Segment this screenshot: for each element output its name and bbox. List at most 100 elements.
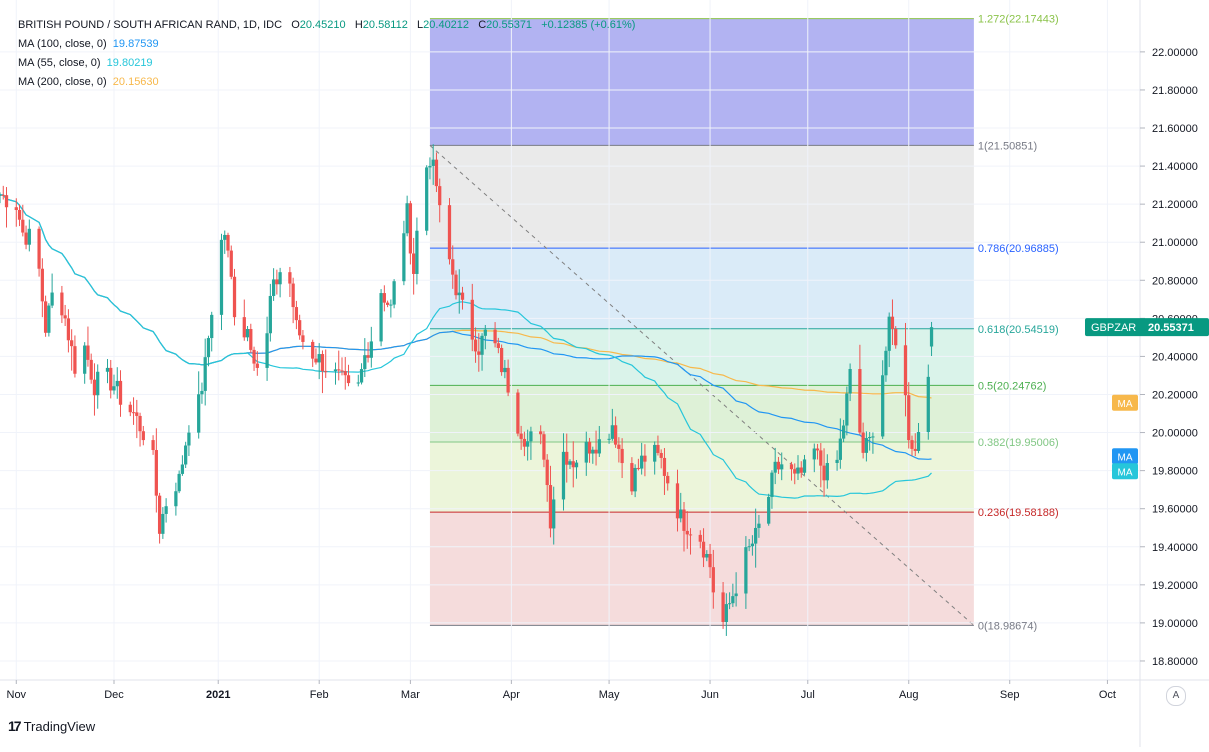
x-tick-label: Jul: [801, 689, 815, 701]
candle-body: [92, 379, 97, 396]
candle-body: [138, 415, 142, 432]
candle-body: [907, 395, 911, 441]
candle-body: [197, 394, 201, 433]
fib-zone: [429, 18, 974, 146]
candle-body: [105, 367, 110, 372]
candle-body: [96, 371, 100, 396]
indicator-row-ma200[interactable]: MA (200, close, 0) 20.15630: [18, 73, 635, 92]
candle-body: [701, 541, 706, 558]
candle-body: [333, 369, 338, 372]
candle-body: [275, 279, 279, 285]
tradingview-wordmark: TradingView: [23, 718, 96, 734]
indicator-label: MA (100, close, 0): [18, 38, 107, 50]
candle-body: [685, 530, 689, 535]
candle-body: [40, 268, 44, 302]
candle-body: [291, 283, 295, 308]
ma-tag-bg: [1112, 394, 1138, 411]
candle-body: [425, 167, 429, 231]
candle-body: [428, 165, 432, 168]
candle-body: [838, 438, 842, 460]
candle-body: [470, 299, 474, 340]
candle-body: [438, 186, 442, 206]
candle-body: [506, 367, 510, 393]
candle-body: [913, 448, 917, 451]
x-tick-label: Jun: [701, 689, 719, 701]
y-tick-label: 19.00000: [1152, 618, 1198, 630]
candle-body: [516, 392, 520, 434]
candle-body: [796, 467, 800, 474]
candle-body: [206, 338, 211, 358]
candle-body: [864, 438, 869, 453]
candle-body: [754, 527, 758, 544]
indicator-row-ma55[interactable]: MA (55, close, 0) 19.80219: [18, 54, 635, 73]
candle-body: [591, 449, 595, 454]
candle-body: [819, 450, 823, 466]
candle-body: [366, 355, 370, 358]
candle-body: [493, 329, 497, 344]
candle-body: [916, 432, 921, 451]
candle-body: [4, 195, 9, 208]
candle-body: [242, 317, 246, 338]
fib-level-label: 0.382(19.95006): [978, 437, 1059, 449]
candle-body: [174, 491, 178, 507]
candle-body: [594, 449, 598, 454]
candle-body: [301, 335, 305, 342]
candle-body: [255, 363, 259, 368]
candle-body: [640, 455, 644, 469]
ma-tag-label: MA: [1118, 467, 1133, 478]
candle-body: [675, 483, 680, 519]
candle-body: [232, 276, 237, 318]
candle-body: [268, 295, 272, 334]
candle-body: [460, 292, 465, 300]
candle-body: [727, 603, 732, 605]
close-label: C: [478, 19, 487, 31]
candle-body: [815, 448, 820, 451]
y-tick-label: 20.20000: [1152, 389, 1198, 401]
candle-body: [773, 461, 777, 473]
candle-body: [887, 316, 891, 351]
candle-body: [412, 253, 416, 274]
candle-body: [903, 345, 908, 396]
candle-body: [385, 302, 390, 305]
candle-body: [14, 207, 18, 210]
candle-body: [539, 431, 543, 435]
indicator-row-ma100[interactable]: MA (100, close, 0) 19.87539: [18, 35, 635, 54]
candle-body: [643, 455, 647, 462]
candle-body: [112, 386, 116, 391]
candle-body: [434, 159, 439, 187]
x-tick-label: Apr: [503, 689, 520, 701]
candle-body: [340, 370, 344, 372]
candle-body: [890, 316, 895, 329]
candle-body: [346, 375, 351, 384]
candle-body: [776, 461, 781, 470]
indicator-value: 19.87539: [112, 38, 159, 50]
price-tags: GBPZAR 20.55371 MA MA MA: [1085, 318, 1209, 480]
candle-body: [369, 341, 373, 358]
candle-body: [17, 209, 22, 220]
symbol-row[interactable]: BRITISH POUND / SOUTH AFRICAN RAND, 1D, …: [18, 16, 635, 35]
candle-body: [200, 390, 204, 395]
candle-body: [610, 425, 614, 439]
tradingview-logo[interactable]: 17 TradingView: [8, 718, 95, 734]
candle-body: [473, 339, 478, 352]
x-tick-label: Aug: [899, 689, 919, 701]
candle-body: [868, 437, 872, 439]
candle-body: [115, 380, 119, 387]
auto-scale-button[interactable]: A: [1166, 686, 1186, 706]
candle-body: [565, 451, 569, 465]
fib-level-label: 1(21.50851): [978, 140, 1037, 152]
candle-body: [793, 469, 797, 474]
candle-body: [271, 279, 276, 296]
candle-body: [389, 304, 393, 306]
tradingview-logo-icon: 17: [8, 718, 22, 734]
candle-body: [499, 347, 504, 373]
candle-body: [83, 345, 87, 374]
fib-level-label: 0.618(20.54519): [978, 324, 1059, 336]
indicator-value: 20.15630: [112, 76, 159, 88]
candle-body: [711, 567, 715, 593]
candle-body: [382, 293, 386, 303]
candle-body: [109, 367, 113, 391]
